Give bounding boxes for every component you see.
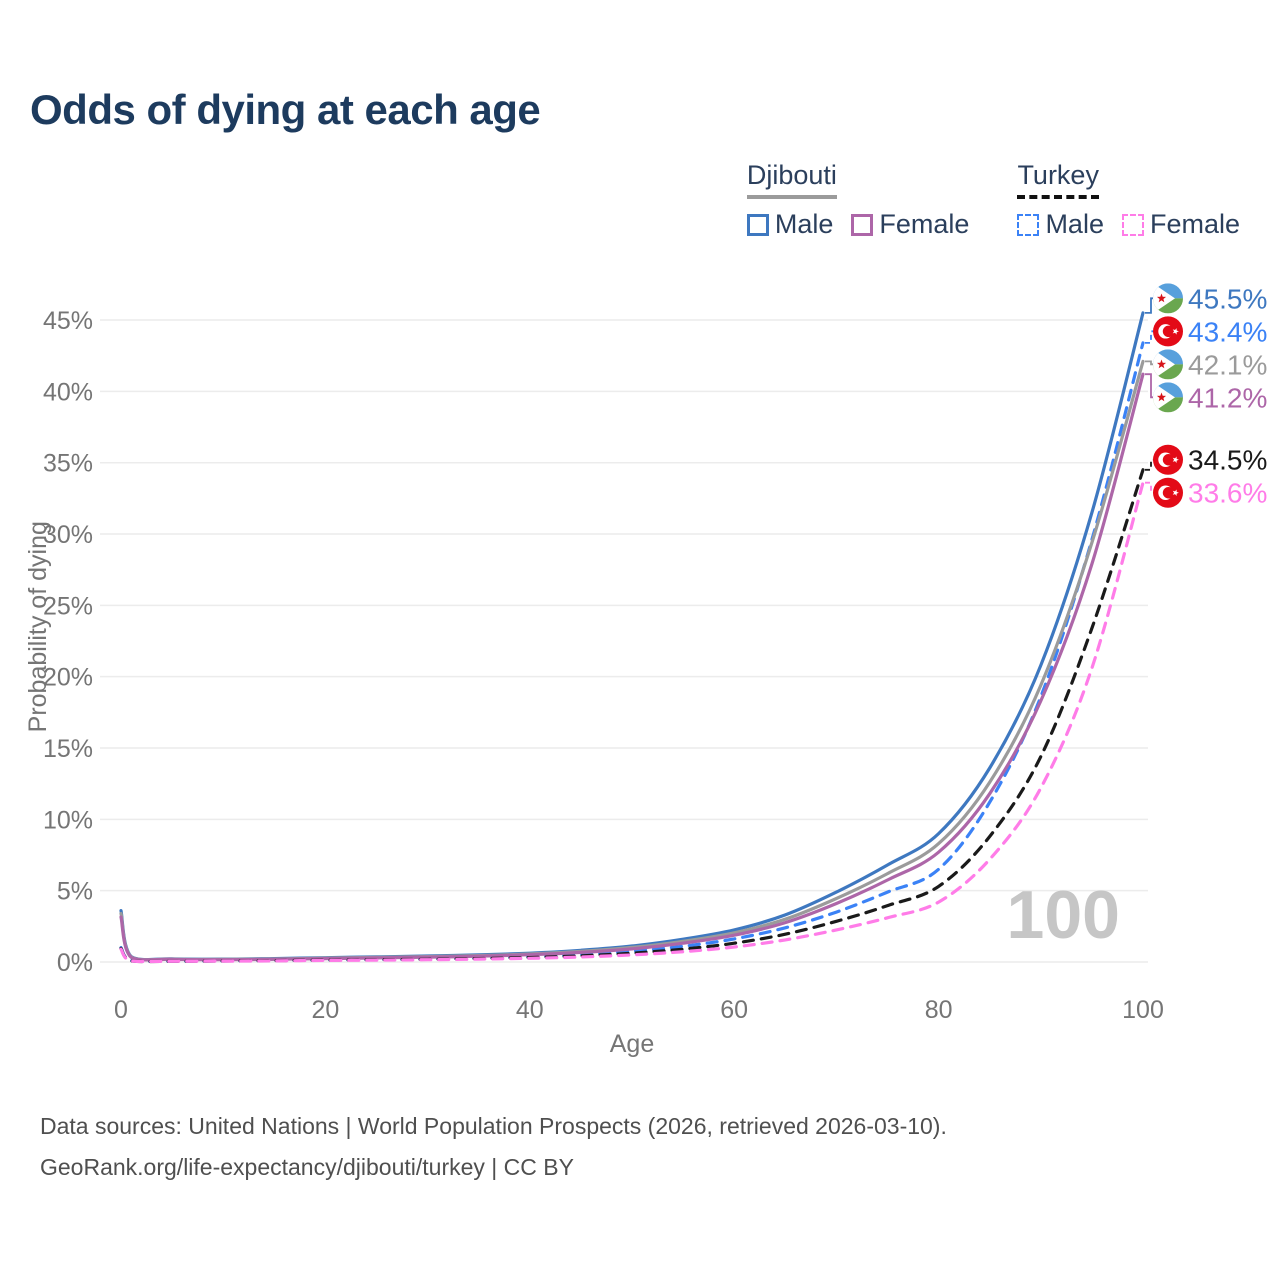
legend-swatch-turkey-male-icon bbox=[1017, 213, 1040, 236]
watermark-age-100: 100 bbox=[1007, 877, 1120, 953]
turkey-flag-icon bbox=[1153, 444, 1183, 475]
series-line-djibouti-male[interactable] bbox=[119, 311, 1145, 962]
turkey-flag-icon bbox=[1153, 477, 1183, 508]
end-label-leader bbox=[1145, 330, 1155, 344]
legend-label-djibouti-male: Male bbox=[774, 209, 834, 239]
legend-country-djibouti[interactable]: Djibouti bbox=[746, 160, 837, 199]
end-label-turkey-male[interactable]: 43.4% bbox=[1153, 316, 1267, 347]
y-tick-label: 0% bbox=[57, 949, 93, 977]
y-tick-label: 10% bbox=[43, 806, 93, 834]
end-label-value: 41.2% bbox=[1188, 382, 1267, 413]
x-tick-label: 60 bbox=[720, 996, 748, 1024]
x-tick-label: 20 bbox=[311, 996, 339, 1024]
legend-country-turkey[interactable]: Turkey bbox=[1017, 160, 1099, 199]
legend-item-djibouti-female[interactable]: Female bbox=[851, 209, 969, 240]
page-title: Odds of dying at each age bbox=[30, 86, 541, 133]
legend-swatch-turkey-female-icon bbox=[1121, 213, 1144, 236]
legend-item-djibouti-male[interactable]: Male bbox=[746, 209, 834, 240]
djibouti-flag-icon bbox=[1153, 349, 1183, 380]
legend-group-turkey: Turkey Male Female bbox=[1017, 160, 1240, 240]
series-line-turkey-female[interactable] bbox=[119, 481, 1145, 964]
data-sources-line1: Data sources: United Nations | World Pop… bbox=[40, 1113, 947, 1139]
y-tick-label: 30% bbox=[43, 521, 93, 549]
legend-item-turkey-female[interactable]: Female bbox=[1121, 209, 1240, 240]
turkey-flag-icon bbox=[1153, 316, 1183, 347]
legend-label-djibouti-female: Female bbox=[879, 209, 970, 239]
djibouti-flag-icon bbox=[1153, 382, 1183, 413]
x-axis-title: Age bbox=[610, 1030, 654, 1058]
legend-label-turkey-male: Male bbox=[1045, 209, 1104, 239]
end-label-djibouti-male[interactable]: 45.5% bbox=[1153, 283, 1267, 314]
end-label-djibouti-female[interactable]: 41.2% bbox=[1153, 382, 1267, 413]
djibouti-flag-icon bbox=[1153, 283, 1183, 314]
y-axis-title: Probability of dying bbox=[24, 521, 52, 732]
end-label-leader bbox=[1145, 360, 1155, 366]
mortality-line-chart: 0% 5% 10% 15% 20% 25% 30% 35% 40% 45% 0 20 40 60 80 100… bbox=[24, 283, 1267, 1058]
end-label-leader bbox=[1145, 297, 1155, 314]
x-tick-label: 80 bbox=[925, 996, 953, 1024]
end-label-value: 33.6% bbox=[1188, 478, 1267, 509]
end-label-value: 42.1% bbox=[1188, 349, 1267, 380]
y-tick-label: 20% bbox=[43, 664, 93, 692]
data-sources-line2: GeoRank.org/life-expectancy/djibouti/tur… bbox=[40, 1154, 574, 1181]
y-tick-label: 45% bbox=[43, 307, 93, 335]
end-label-value: 43.4% bbox=[1188, 316, 1267, 347]
end-label-value: 45.5% bbox=[1188, 283, 1267, 314]
chart-legend: Djibouti Male Female Turkey Male Female bbox=[746, 160, 1240, 240]
y-tick-label: 15% bbox=[43, 735, 93, 763]
end-label-turkey-both[interactable]: 34.5% bbox=[1153, 444, 1267, 476]
series-line-djibouti-both[interactable] bbox=[119, 359, 1145, 962]
series-line-turkey-both[interactable] bbox=[119, 468, 1145, 964]
end-label-turkey-female[interactable]: 33.6% bbox=[1153, 477, 1267, 509]
x-tick-label: 100 bbox=[1122, 996, 1164, 1024]
y-tick-label: 40% bbox=[43, 378, 93, 406]
end-label-leader bbox=[1145, 458, 1155, 471]
legend-group-djibouti: Djibouti Male Female bbox=[746, 160, 969, 240]
data-sources: Data sources: United Nations | World Pop… bbox=[40, 1106, 947, 1189]
end-label-leader bbox=[1145, 373, 1155, 399]
series-line-turkey-male[interactable] bbox=[119, 341, 1145, 963]
y-tick-label: 35% bbox=[43, 450, 93, 478]
x-tick-label: 40 bbox=[516, 996, 544, 1024]
legend-swatch-djibouti-female-icon bbox=[851, 213, 874, 236]
y-tick-label: 5% bbox=[57, 878, 93, 906]
end-label-leader bbox=[1145, 481, 1155, 494]
legend-item-turkey-male[interactable]: Male bbox=[1017, 209, 1104, 240]
x-tick-label: 0 bbox=[114, 996, 128, 1024]
end-label-djibouti-both[interactable]: 42.1% bbox=[1153, 349, 1267, 380]
end-label-value: 34.5% bbox=[1188, 445, 1267, 476]
legend-label-turkey-female: Female bbox=[1149, 209, 1240, 239]
legend-swatch-djibouti-male-icon bbox=[746, 213, 769, 236]
y-tick-label: 25% bbox=[43, 592, 93, 620]
